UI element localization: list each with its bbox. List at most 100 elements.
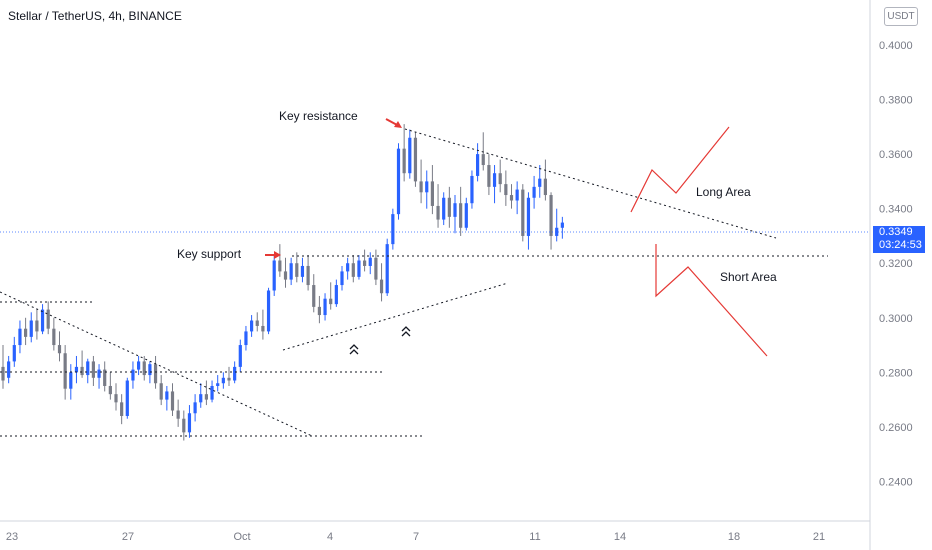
candle-body xyxy=(148,364,152,376)
y-tick-label: 0.2800 xyxy=(879,367,913,379)
candle-body xyxy=(334,285,338,305)
candle xyxy=(509,184,514,209)
candle-body xyxy=(368,257,372,266)
candle xyxy=(24,317,28,346)
candle-body xyxy=(538,178,542,187)
candle xyxy=(142,355,146,381)
candle-body xyxy=(159,383,163,400)
candle xyxy=(283,257,288,288)
candle xyxy=(114,383,118,411)
candle-body xyxy=(137,361,141,370)
candle-body xyxy=(340,271,344,286)
candle xyxy=(447,186,451,228)
candle-body xyxy=(317,306,321,316)
candle xyxy=(419,159,423,204)
y-tick-label: 0.3600 xyxy=(879,149,913,161)
candle xyxy=(266,287,271,335)
x-tick-label: 7 xyxy=(413,531,419,543)
scenario-lines xyxy=(630,126,768,357)
candle xyxy=(12,336,16,367)
candle xyxy=(396,143,401,220)
candle xyxy=(1,345,5,389)
candle-body xyxy=(57,345,62,354)
chart-title: Stellar / TetherUS, 4h, BINANCE xyxy=(8,9,182,23)
candle-body xyxy=(204,394,208,400)
candle-body xyxy=(7,361,11,378)
candle-body xyxy=(430,181,434,206)
last-price-tag: 0.3349 03:24:53 xyxy=(873,226,925,253)
x-tick-label: 21 xyxy=(813,531,825,543)
candle-body xyxy=(391,214,395,245)
x-tick-label: 27 xyxy=(122,531,134,543)
candle-body xyxy=(543,178,547,196)
candle-body xyxy=(210,385,214,400)
candle-body xyxy=(1,366,5,381)
candle xyxy=(7,355,11,384)
candle-body xyxy=(114,394,118,403)
candle xyxy=(227,366,231,386)
candle xyxy=(176,399,180,427)
candle xyxy=(555,208,559,242)
candle xyxy=(46,301,50,335)
candle xyxy=(357,255,361,280)
candle xyxy=(295,252,299,283)
candle xyxy=(86,358,90,384)
candle-body xyxy=(63,353,67,389)
candle-body xyxy=(323,298,327,316)
candle-body xyxy=(29,320,33,337)
candle-body xyxy=(165,391,169,400)
candle xyxy=(346,257,350,280)
x-tick-label: 11 xyxy=(529,531,540,543)
key-support-label: Key support xyxy=(177,247,242,261)
candle-body xyxy=(238,345,242,367)
candle xyxy=(35,309,39,340)
x-axis-ticks: 23 27 Oct 4 7 11 14 18 21 xyxy=(6,531,825,543)
candle-body xyxy=(250,320,254,332)
candle-body xyxy=(46,309,50,329)
candle xyxy=(52,317,56,351)
candle xyxy=(272,255,276,296)
candle-body xyxy=(221,377,225,384)
candle xyxy=(363,249,367,272)
candle xyxy=(323,293,327,321)
candle-body xyxy=(419,181,423,193)
x-tick-label: 14 xyxy=(614,531,626,543)
candle-body xyxy=(413,137,418,182)
y-tick-label: 0.3400 xyxy=(879,204,913,216)
candle xyxy=(289,257,293,286)
currency-badge[interactable]: USDT xyxy=(884,7,918,26)
candle xyxy=(306,255,310,291)
candle xyxy=(216,375,220,392)
candle xyxy=(543,159,547,201)
candle-body xyxy=(459,203,463,228)
y-tick-label: 0.2400 xyxy=(879,476,913,488)
candle-body xyxy=(272,260,276,291)
candle-body xyxy=(278,260,282,272)
candle xyxy=(40,304,45,335)
candle-body xyxy=(187,413,192,433)
candle-body xyxy=(487,165,491,187)
candle-body xyxy=(549,195,553,236)
candle-body xyxy=(442,197,446,220)
candle xyxy=(125,377,129,419)
bar-countdown: 03:24:53 xyxy=(879,239,922,251)
candle-body xyxy=(40,309,45,332)
candle xyxy=(80,350,84,378)
short-area-label: Short Area xyxy=(720,270,777,284)
candle-body xyxy=(351,263,355,277)
candle xyxy=(18,320,22,354)
x-tick-label: 4 xyxy=(327,531,333,543)
candle-body xyxy=(125,380,129,416)
candle-body xyxy=(295,263,299,277)
candle xyxy=(199,383,203,408)
candle xyxy=(244,325,248,351)
candle-body xyxy=(233,366,237,381)
candle xyxy=(464,197,468,231)
arrow-resistance-icon xyxy=(385,118,402,128)
candle-body xyxy=(408,137,412,174)
candle xyxy=(120,394,124,425)
candle xyxy=(402,124,406,182)
candle xyxy=(498,159,502,193)
candle-body xyxy=(74,366,79,373)
